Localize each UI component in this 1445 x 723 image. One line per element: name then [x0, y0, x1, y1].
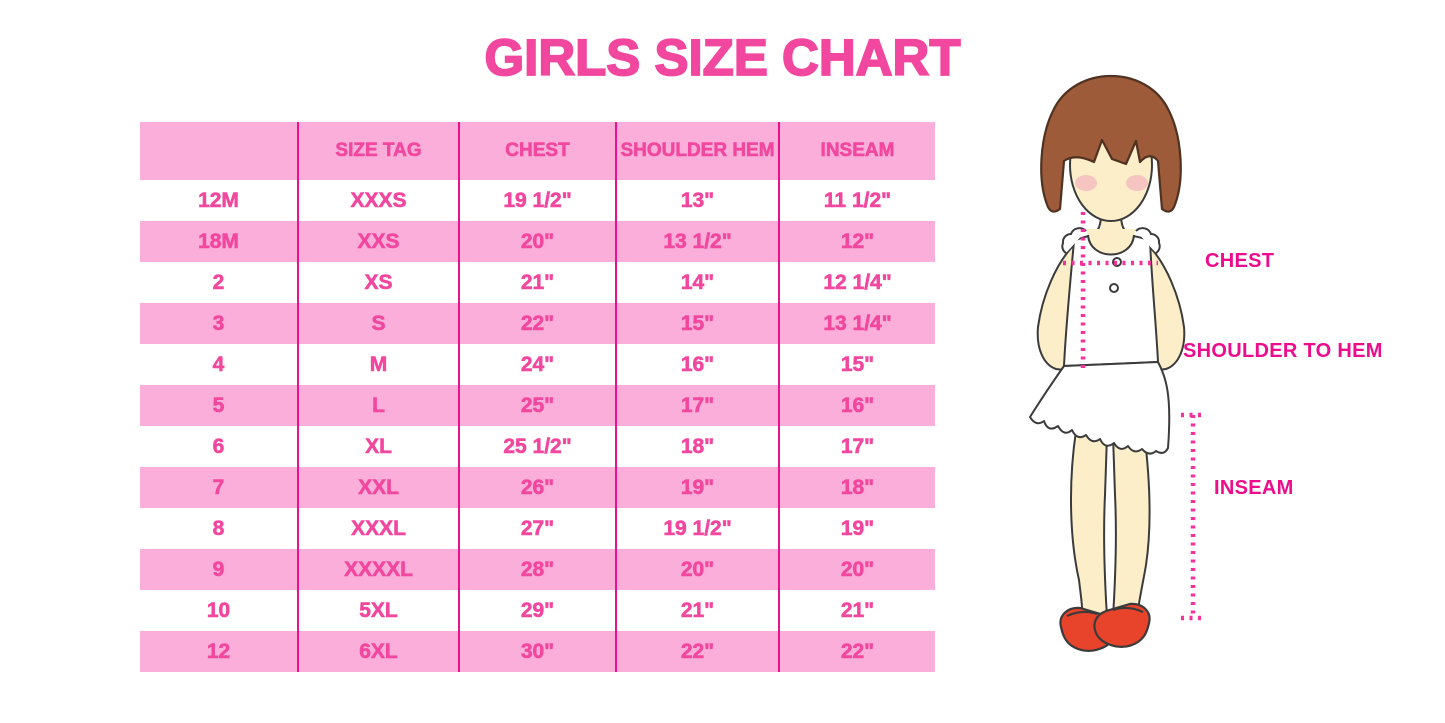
header-cell-4: INSEAM [778, 122, 935, 180]
header-cell-3: SHOULDER HEM [615, 122, 778, 180]
table-cell: 17" [615, 385, 778, 426]
table-cell: XS [297, 262, 458, 303]
table-cell: XXXXL [297, 549, 458, 590]
table-cell: 16" [778, 385, 935, 426]
table-cell: 22" [615, 631, 778, 672]
header-cell-0 [140, 122, 297, 180]
table-cell: 20" [458, 221, 615, 262]
table-cell: 14" [615, 262, 778, 303]
table-cell: 11 1/2" [778, 180, 935, 221]
table-cell: 12 1/4" [778, 262, 935, 303]
table-cell: 19" [615, 467, 778, 508]
table-cell: 25" [458, 385, 615, 426]
blush-left [1075, 175, 1097, 191]
table-cell: 5XL [297, 590, 458, 631]
table-cell: 12 [140, 631, 297, 672]
table-cell: 6 [212, 434, 225, 458]
table-cell: L [297, 385, 458, 426]
table-cell: 12" [778, 221, 935, 262]
top-button-2 [1109, 283, 1119, 293]
table-cell: 17" [778, 426, 935, 467]
girl-top [1061, 227, 1161, 368]
table-cell: 18" [778, 467, 935, 508]
table-cell: XXXL [297, 508, 458, 549]
header-cell-1: SIZE TAG [297, 122, 458, 180]
table-cell: M [297, 344, 458, 385]
table-cell: 21" [458, 262, 615, 303]
table-cell: 7 [140, 467, 297, 508]
table-cell: 21" [778, 590, 935, 631]
page-title: GIRLS SIZE CHART [484, 28, 962, 87]
table-cell: 15" [615, 303, 778, 344]
table-cell: 26" [458, 467, 615, 508]
table-cell: 13 1/2" [615, 221, 778, 262]
table-cell: 2 [212, 270, 225, 294]
blush-right [1126, 175, 1148, 191]
size-table: SIZE TAG CHEST SHOULDER HEM INSEAM 12M XXXS 19… [140, 122, 935, 672]
table-cell: 13" [615, 180, 778, 221]
shoulder-ruffle-right [1135, 227, 1161, 254]
table-cell: 19 1/2" [615, 508, 778, 549]
measurement-lines [1063, 212, 1204, 621]
table-cell: 12M [198, 188, 239, 212]
girl-measurement-diagram [1029, 74, 1204, 652]
table-cell: 25 1/2" [458, 426, 615, 467]
girl-skirt [1029, 361, 1171, 455]
girl-legs [1070, 429, 1151, 618]
table-cell: 20" [778, 549, 935, 590]
table-cell: 22" [458, 303, 615, 344]
table-cell: 18" [615, 426, 778, 467]
table-cell: 21" [615, 590, 778, 631]
table-cell: 15" [778, 344, 935, 385]
table-cell: XXS [297, 221, 458, 262]
table-cell: 16" [615, 344, 778, 385]
table-cell: S [297, 303, 458, 344]
table-cell: 28" [458, 549, 615, 590]
table-cell: XXXS [297, 180, 458, 221]
table-cell: 5 [140, 385, 297, 426]
chest-label: CHEST [1205, 250, 1275, 272]
table-cell: 27" [458, 508, 615, 549]
table-cell: 6XL [297, 631, 458, 672]
table-cell: 13 1/4" [778, 303, 935, 344]
table-cell: 18M [140, 221, 297, 262]
inseam-label: INSEAM [1214, 477, 1294, 499]
table-cell: 20" [615, 549, 778, 590]
table-cell: 4 [212, 352, 225, 376]
table-cell: 10 [206, 598, 231, 622]
table-cell: 3 [140, 303, 297, 344]
table-cell: XXL [297, 467, 458, 508]
girl-shoes [1059, 602, 1151, 652]
shoulder-ruffle-left [1061, 227, 1087, 254]
table-cell: 19 1/2" [458, 180, 615, 221]
table-cell: XL [297, 426, 458, 467]
table-cell: 29" [458, 590, 615, 631]
table-cell: 30" [458, 631, 615, 672]
shoulder-to-hem-label: SHOULDER TO HEM [1183, 340, 1383, 362]
table-cell: 22" [778, 631, 935, 672]
header-cell-2: CHEST [458, 122, 615, 180]
table-cell: 24" [458, 344, 615, 385]
table-cell: 19" [778, 508, 935, 549]
girl-hair [1040, 74, 1182, 213]
table-cell: 9 [140, 549, 297, 590]
table-cell: 8 [212, 516, 225, 540]
